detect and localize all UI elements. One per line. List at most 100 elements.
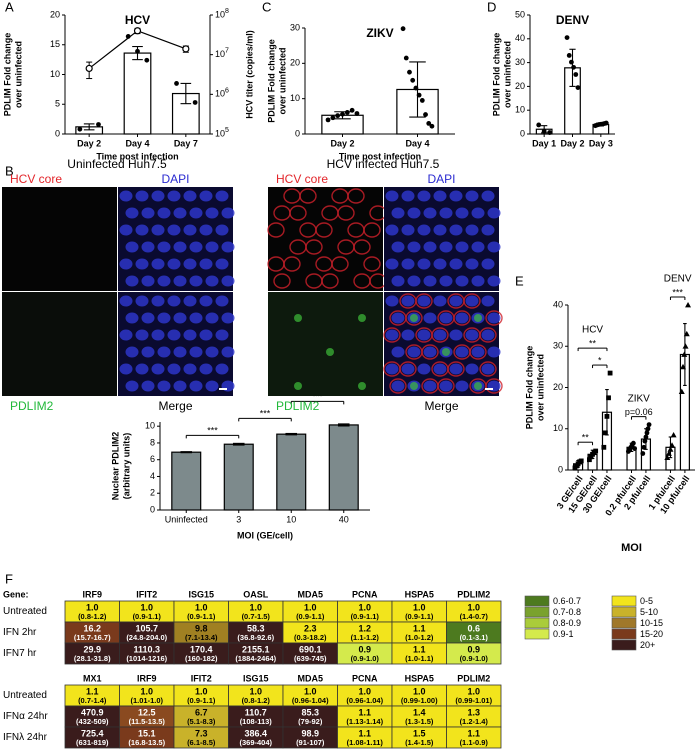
y-tick-label: 0	[520, 128, 525, 138]
y-tick-label: 20	[515, 81, 525, 91]
cell-range: (6.1-8.5)	[187, 738, 216, 747]
cell-value: 110.7	[245, 707, 267, 717]
y-tick-label: 20	[50, 9, 60, 19]
cell-range: (0.8-1.2)	[242, 696, 271, 705]
cell-value: 15.1	[138, 728, 156, 738]
core-signal	[431, 327, 449, 343]
y-tick-label: 4	[150, 471, 155, 481]
column-header: ISG15	[243, 673, 269, 683]
channel-label: HCV core	[276, 172, 328, 186]
cell-range: (1.4-1.5)	[405, 738, 434, 747]
legend-swatch	[524, 595, 550, 607]
data-point	[354, 111, 360, 116]
cell-value: 1.1	[413, 644, 426, 654]
pdlim2-signal	[358, 382, 366, 390]
column-header: PDLIM2	[457, 589, 490, 599]
significance-label: **	[589, 338, 597, 348]
nucleus	[199, 329, 213, 341]
nucleus	[465, 329, 479, 341]
x-tick-label: Day 1	[532, 138, 556, 148]
cell-range: (1014-1216)	[126, 654, 167, 663]
nucleus	[385, 258, 399, 270]
legend-label: 20+	[640, 640, 655, 650]
nucleus	[199, 224, 213, 236]
cell-value: 690.1	[299, 644, 322, 654]
x-tick-label: Uninfected	[165, 514, 208, 524]
channel-label: Merge	[158, 399, 192, 413]
tile-background	[118, 187, 233, 291]
heatmap-cell	[446, 726, 502, 749]
nucleus	[471, 241, 485, 253]
cell-range: (108-113)	[240, 717, 273, 726]
micrograph-tile	[268, 292, 383, 396]
nucleus	[173, 312, 187, 324]
micrograph-tile	[384, 187, 501, 291]
data-point	[664, 454, 671, 461]
core-signal	[363, 222, 381, 238]
channel-label: HCV core	[10, 172, 62, 186]
y2-tick-exponent: 7	[225, 48, 229, 55]
y-tick-label: 40	[515, 33, 525, 43]
nucleus	[141, 380, 155, 392]
pdlim2-signal	[474, 314, 482, 322]
data-point	[667, 446, 674, 452]
cell-value: 85.3	[301, 707, 319, 717]
column-header: PCNA	[352, 673, 378, 683]
cell-value: 1.0	[249, 686, 262, 696]
cell-value: 1110.3	[133, 644, 160, 654]
nucleus	[385, 295, 399, 307]
y-tick-label: 5	[55, 99, 60, 109]
cell-range: (1.0-1.2)	[405, 633, 434, 642]
y-tick-label: 10	[50, 69, 60, 79]
nucleus	[417, 295, 431, 307]
x-tick-label: 40	[339, 514, 349, 524]
cell-value: 1.1	[467, 728, 480, 738]
nucleus	[167, 224, 181, 236]
nucleus	[205, 380, 219, 392]
nucleus	[151, 258, 165, 270]
nucleus	[423, 346, 437, 358]
y-axis-label: (arbitrary units)	[121, 433, 131, 500]
core-signal	[485, 378, 503, 394]
cell-range: (7.1-13.4)	[185, 633, 218, 642]
nucleus	[125, 312, 139, 324]
significance-label: *	[598, 355, 602, 365]
data-point	[566, 53, 572, 58]
cell-value: 1.0	[195, 686, 208, 696]
core-signal	[337, 205, 355, 221]
group-label: ZIKV	[628, 393, 651, 404]
data-point	[419, 98, 425, 103]
error-bar	[83, 123, 95, 131]
core-signal	[479, 327, 497, 343]
micrograph-tile	[2, 292, 117, 396]
column-header: MX1	[83, 673, 102, 683]
cell-value: 1.0	[467, 602, 480, 612]
cell-value: 1.0	[413, 602, 426, 612]
column-header: ISG15	[188, 589, 214, 599]
nucleus	[455, 241, 469, 253]
core-signal	[321, 273, 339, 289]
nucleus	[173, 346, 187, 358]
nucleus	[417, 258, 431, 270]
y-tick-label: 8	[150, 437, 155, 447]
nucleus	[481, 258, 495, 270]
cell-range: (1.4-0.7)	[460, 612, 489, 621]
nucleus	[465, 258, 479, 270]
significance-label: ***	[207, 426, 218, 436]
bar	[328, 424, 359, 511]
row-label: Untreated	[3, 690, 47, 701]
nucleus	[205, 312, 219, 324]
nucleus	[439, 380, 453, 392]
y-axis-label: PDLIM Fold change	[491, 33, 501, 117]
cell-range: (0.7-1.4)	[78, 696, 107, 705]
nucleus	[487, 275, 501, 287]
y2-tick-exponent: 8	[225, 8, 229, 15]
cell-value: 1.4	[413, 707, 426, 717]
cell-value: 1.0	[86, 602, 99, 612]
cell-value: 1.1	[86, 686, 99, 696]
nucleus	[465, 363, 479, 375]
error-bar	[180, 451, 193, 454]
nucleus	[189, 312, 203, 324]
legend-swatch	[611, 606, 637, 618]
row-label: IFN 2hr	[3, 627, 37, 638]
